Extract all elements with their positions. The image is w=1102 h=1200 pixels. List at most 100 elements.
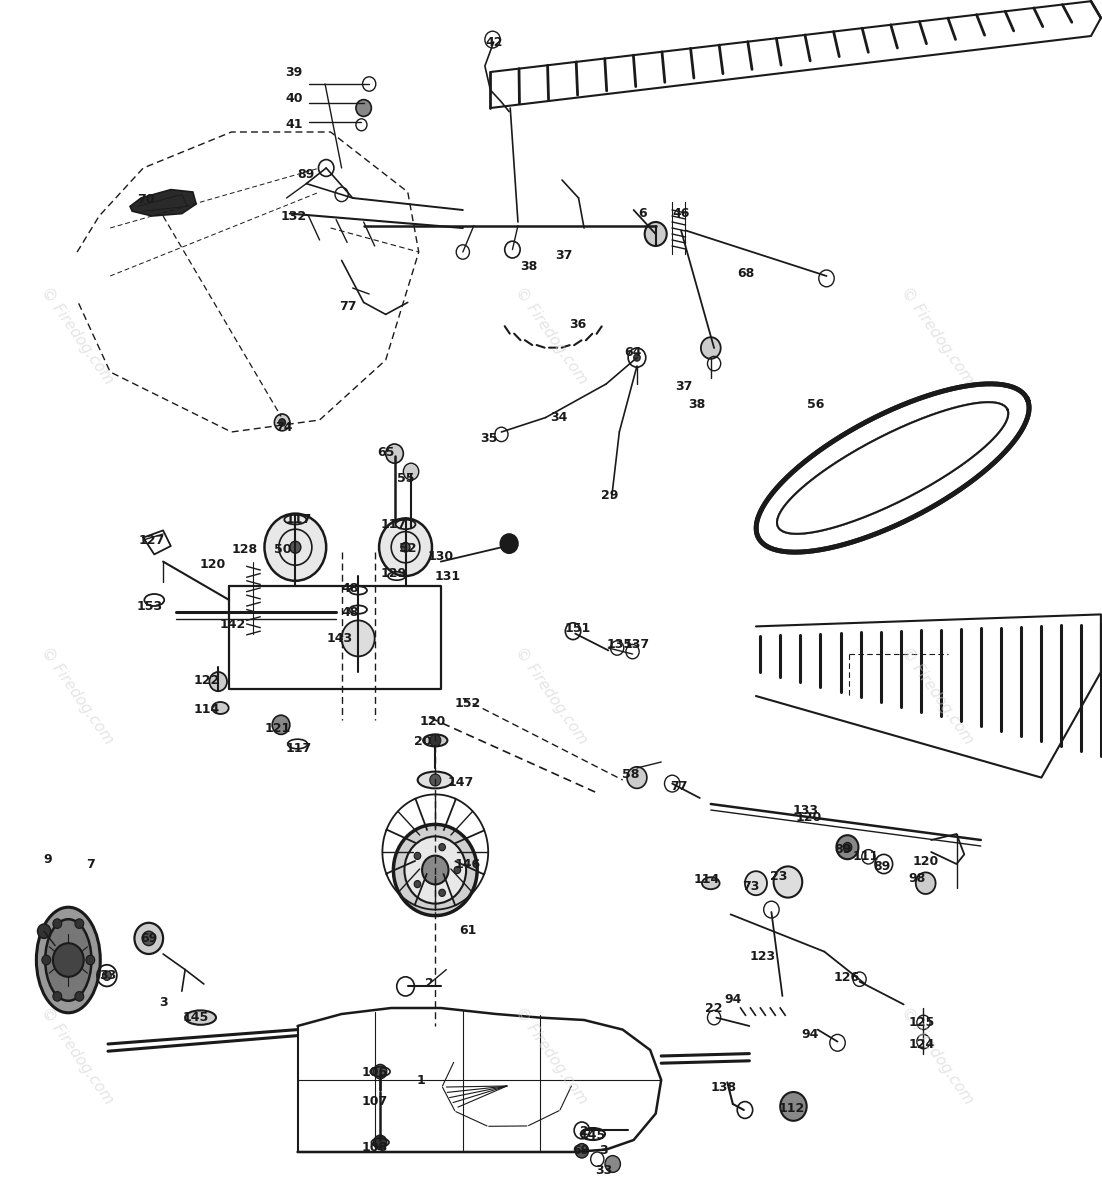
Text: 39: 39	[285, 66, 303, 78]
Text: 48: 48	[342, 582, 359, 594]
Text: 142: 142	[219, 618, 246, 630]
Text: 38: 38	[520, 260, 538, 272]
Circle shape	[836, 835, 858, 859]
Circle shape	[645, 222, 667, 246]
Text: 94: 94	[801, 1028, 819, 1040]
Text: 108: 108	[361, 1141, 388, 1153]
Text: 65: 65	[377, 446, 395, 458]
Text: 145: 145	[183, 1012, 209, 1024]
Text: 130: 130	[428, 551, 454, 563]
Text: 2: 2	[580, 1126, 588, 1138]
Text: 106: 106	[361, 1067, 388, 1079]
Text: 126: 126	[833, 972, 860, 984]
Text: © Firedog.com: © Firedog.com	[898, 1004, 975, 1108]
Ellipse shape	[45, 919, 91, 1001]
Text: © Firedog.com: © Firedog.com	[898, 644, 975, 748]
Text: 117: 117	[285, 514, 312, 526]
Text: 111: 111	[853, 851, 879, 863]
Text: © Firedog.com: © Firedog.com	[512, 284, 590, 388]
Text: 23: 23	[770, 870, 788, 882]
Text: 151: 151	[564, 623, 591, 635]
Circle shape	[279, 419, 285, 426]
Ellipse shape	[702, 877, 720, 889]
Polygon shape	[777, 402, 1008, 534]
Text: 125: 125	[908, 1016, 934, 1028]
Text: 9: 9	[43, 853, 52, 865]
Text: © Firedog.com: © Firedog.com	[39, 644, 116, 748]
Text: 68: 68	[737, 268, 755, 280]
Text: 29: 29	[601, 490, 618, 502]
Text: 133: 133	[792, 804, 819, 816]
Text: 107: 107	[361, 1096, 388, 1108]
Text: 58: 58	[622, 768, 639, 780]
Text: 153: 153	[137, 600, 163, 612]
Text: 74: 74	[276, 421, 293, 433]
Text: 98: 98	[908, 872, 926, 884]
Text: 33: 33	[595, 1164, 613, 1176]
Text: 129: 129	[380, 568, 407, 580]
Ellipse shape	[418, 772, 453, 788]
Text: 123: 123	[749, 950, 776, 962]
Text: 7: 7	[86, 858, 95, 870]
Text: 55: 55	[397, 473, 414, 485]
Text: 135: 135	[606, 638, 633, 650]
Circle shape	[439, 889, 445, 896]
Text: 36: 36	[569, 318, 586, 330]
Circle shape	[53, 991, 62, 1001]
Text: 77: 77	[339, 300, 357, 312]
Text: 89: 89	[298, 168, 315, 180]
Circle shape	[430, 734, 441, 746]
Text: 52: 52	[399, 542, 417, 554]
Text: 120: 120	[420, 715, 446, 727]
Text: 37: 37	[555, 250, 573, 262]
Text: 34: 34	[550, 412, 568, 424]
Circle shape	[209, 672, 227, 691]
Text: 145: 145	[580, 1129, 606, 1141]
Text: 3: 3	[599, 1145, 608, 1157]
Text: © Firedog.com: © Firedog.com	[39, 1004, 116, 1108]
Text: 120: 120	[912, 856, 939, 868]
Circle shape	[575, 1144, 588, 1158]
Text: 6: 6	[638, 208, 647, 220]
Text: 143: 143	[326, 632, 353, 644]
Circle shape	[134, 923, 163, 954]
Text: 37: 37	[676, 380, 693, 392]
Circle shape	[356, 100, 371, 116]
Text: 70: 70	[137, 193, 154, 205]
Text: 64: 64	[624, 347, 641, 359]
Circle shape	[393, 824, 477, 916]
Text: 114: 114	[693, 874, 720, 886]
Text: 50: 50	[274, 544, 292, 556]
Text: 1: 1	[417, 1074, 425, 1086]
Text: 112: 112	[778, 1103, 804, 1115]
Text: 120: 120	[796, 811, 822, 823]
Text: 137: 137	[624, 638, 650, 650]
Circle shape	[413, 828, 457, 876]
Text: 38: 38	[688, 398, 705, 410]
Text: © Firedog.com: © Firedog.com	[39, 284, 116, 388]
Circle shape	[780, 1092, 807, 1121]
Text: 3: 3	[159, 996, 168, 1008]
Text: 138: 138	[711, 1081, 737, 1093]
Text: 120: 120	[199, 558, 226, 570]
Text: 22: 22	[705, 1002, 723, 1014]
Text: 33: 33	[99, 970, 117, 982]
Circle shape	[274, 414, 290, 431]
Circle shape	[86, 955, 95, 965]
Text: 40: 40	[285, 92, 303, 104]
Text: 94: 94	[724, 994, 742, 1006]
Circle shape	[401, 542, 410, 552]
Circle shape	[500, 534, 518, 553]
Circle shape	[37, 924, 51, 938]
Circle shape	[53, 919, 62, 929]
Circle shape	[404, 836, 466, 904]
Text: 69: 69	[140, 932, 158, 944]
Circle shape	[403, 463, 419, 480]
Text: 127: 127	[139, 534, 165, 546]
Text: © Firedog.com: © Firedog.com	[512, 1004, 590, 1108]
Circle shape	[142, 931, 155, 946]
Text: 117: 117	[285, 743, 312, 755]
Circle shape	[386, 444, 403, 463]
Text: 152: 152	[454, 697, 480, 709]
Ellipse shape	[212, 702, 229, 714]
